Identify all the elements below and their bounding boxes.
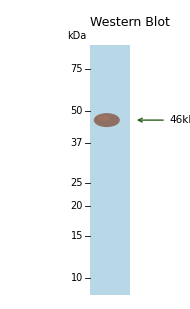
Text: 20: 20 <box>71 201 83 211</box>
Text: 50: 50 <box>71 107 83 116</box>
Text: 10: 10 <box>71 273 83 283</box>
Text: 15: 15 <box>71 231 83 241</box>
Text: 37: 37 <box>71 138 83 148</box>
Text: 25: 25 <box>70 178 83 188</box>
Ellipse shape <box>97 115 110 121</box>
Text: Western Blot: Western Blot <box>90 15 170 28</box>
Text: 75: 75 <box>70 65 83 74</box>
Ellipse shape <box>94 113 120 127</box>
Bar <box>90 45 130 295</box>
Text: 46kDa: 46kDa <box>169 115 190 125</box>
Text: kDa: kDa <box>67 31 86 41</box>
